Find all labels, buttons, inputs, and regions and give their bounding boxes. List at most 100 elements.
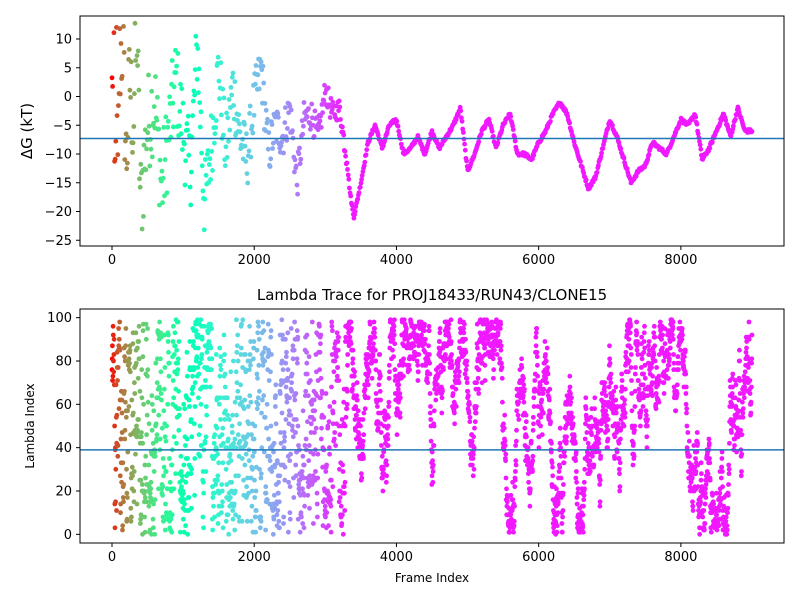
lambda-point xyxy=(225,412,231,418)
lambda-point xyxy=(130,341,136,347)
lambda-point xyxy=(676,367,681,373)
lambda-point xyxy=(267,458,273,464)
lambda-point xyxy=(268,369,273,375)
lambda-point xyxy=(419,332,424,338)
lambda-point xyxy=(635,352,641,357)
lambda-point xyxy=(317,367,322,373)
delta-g-point xyxy=(180,100,186,106)
lambda-point xyxy=(157,319,163,325)
lambda-point xyxy=(131,488,137,494)
delta-g-point xyxy=(321,98,327,103)
lambda-point xyxy=(229,430,235,435)
lambda-point xyxy=(737,378,743,383)
lambda-point xyxy=(427,360,433,366)
lambda-point xyxy=(544,345,550,351)
lambda-point xyxy=(530,453,536,459)
lambda-point xyxy=(227,451,233,457)
lambda-point xyxy=(674,382,680,388)
lambda-point xyxy=(695,484,701,490)
lambda-point xyxy=(360,417,366,422)
lambda-point xyxy=(707,456,712,461)
lambda-point xyxy=(582,486,587,492)
lambda-point xyxy=(324,462,329,468)
delta-g-point xyxy=(229,92,235,98)
lambda-point xyxy=(475,345,480,351)
lambda-point xyxy=(568,410,574,416)
delta-g-point xyxy=(109,75,115,81)
lambda-point xyxy=(560,490,566,496)
lambda-point xyxy=(632,388,638,394)
lambda-point xyxy=(251,339,257,344)
lambda-point xyxy=(220,460,226,466)
delta-g-point xyxy=(709,140,715,145)
lambda-point xyxy=(603,408,609,414)
lambda-point xyxy=(235,332,241,338)
lambda-point xyxy=(160,456,166,461)
lambda-point xyxy=(430,479,436,485)
lambda-point xyxy=(426,343,431,349)
lambda-point xyxy=(456,373,462,379)
lambda-point xyxy=(448,339,454,344)
lambda-point xyxy=(431,423,437,429)
lambda-point xyxy=(314,501,320,507)
lambda-point xyxy=(377,352,383,357)
lambda-point xyxy=(372,330,377,336)
lambda-point xyxy=(129,397,135,403)
lambda-point xyxy=(652,358,658,364)
lambda-point xyxy=(182,406,188,412)
lambda-point xyxy=(426,328,432,334)
lambda-point xyxy=(693,456,698,461)
lambda-point xyxy=(605,445,610,451)
delta-g-point xyxy=(249,123,255,129)
lambda-point xyxy=(497,326,503,331)
lambda-point xyxy=(388,317,393,323)
lambda-point xyxy=(304,349,309,355)
lambda-point xyxy=(711,501,716,507)
lambda-point xyxy=(252,495,258,500)
lambda-point xyxy=(604,412,609,418)
lambda-point xyxy=(215,477,220,483)
delta-g-point xyxy=(256,86,262,92)
lambda-point xyxy=(297,529,303,535)
lambda-point xyxy=(201,525,206,531)
lambda-point xyxy=(229,423,235,429)
lambda-point xyxy=(142,514,148,520)
lambda-point xyxy=(179,484,184,490)
lambda-point xyxy=(249,488,255,494)
lambda-point xyxy=(287,458,293,464)
lambda-point xyxy=(685,430,691,435)
lambda-point xyxy=(568,391,573,396)
lambda-point xyxy=(541,386,546,392)
lambda-point xyxy=(318,436,324,442)
lambda-point xyxy=(121,499,126,505)
lambda-point xyxy=(193,328,199,334)
delta-g-x-tick-label: 2000 xyxy=(238,253,271,268)
delta-g-point xyxy=(253,81,258,87)
delta-g-point xyxy=(111,30,117,36)
lambda-point xyxy=(431,408,437,414)
lambda-point xyxy=(249,432,254,438)
lambda-point xyxy=(341,484,347,490)
lambda-point xyxy=(384,462,390,468)
delta-g-point xyxy=(396,128,402,134)
lambda-point xyxy=(354,380,360,386)
lambda-point xyxy=(491,375,496,381)
lambda-point xyxy=(135,345,140,351)
delta-g-point xyxy=(495,140,501,146)
lambda-point xyxy=(703,495,709,500)
lambda-point xyxy=(302,503,307,509)
lambda-point xyxy=(411,343,417,349)
lambda-point xyxy=(175,367,181,373)
lambda-point xyxy=(350,347,356,353)
lambda-point xyxy=(277,391,283,396)
lambda-point xyxy=(303,436,309,442)
lambda-point xyxy=(212,490,217,496)
delta-g-points xyxy=(109,20,755,233)
delta-g-point xyxy=(363,152,369,158)
lambda-point xyxy=(280,367,286,373)
lambda-point xyxy=(192,380,198,386)
lambda-y-tick-label: 80 xyxy=(55,355,72,370)
delta-g-point xyxy=(115,152,121,158)
lambda-point xyxy=(145,326,151,331)
lambda-point xyxy=(289,380,294,386)
